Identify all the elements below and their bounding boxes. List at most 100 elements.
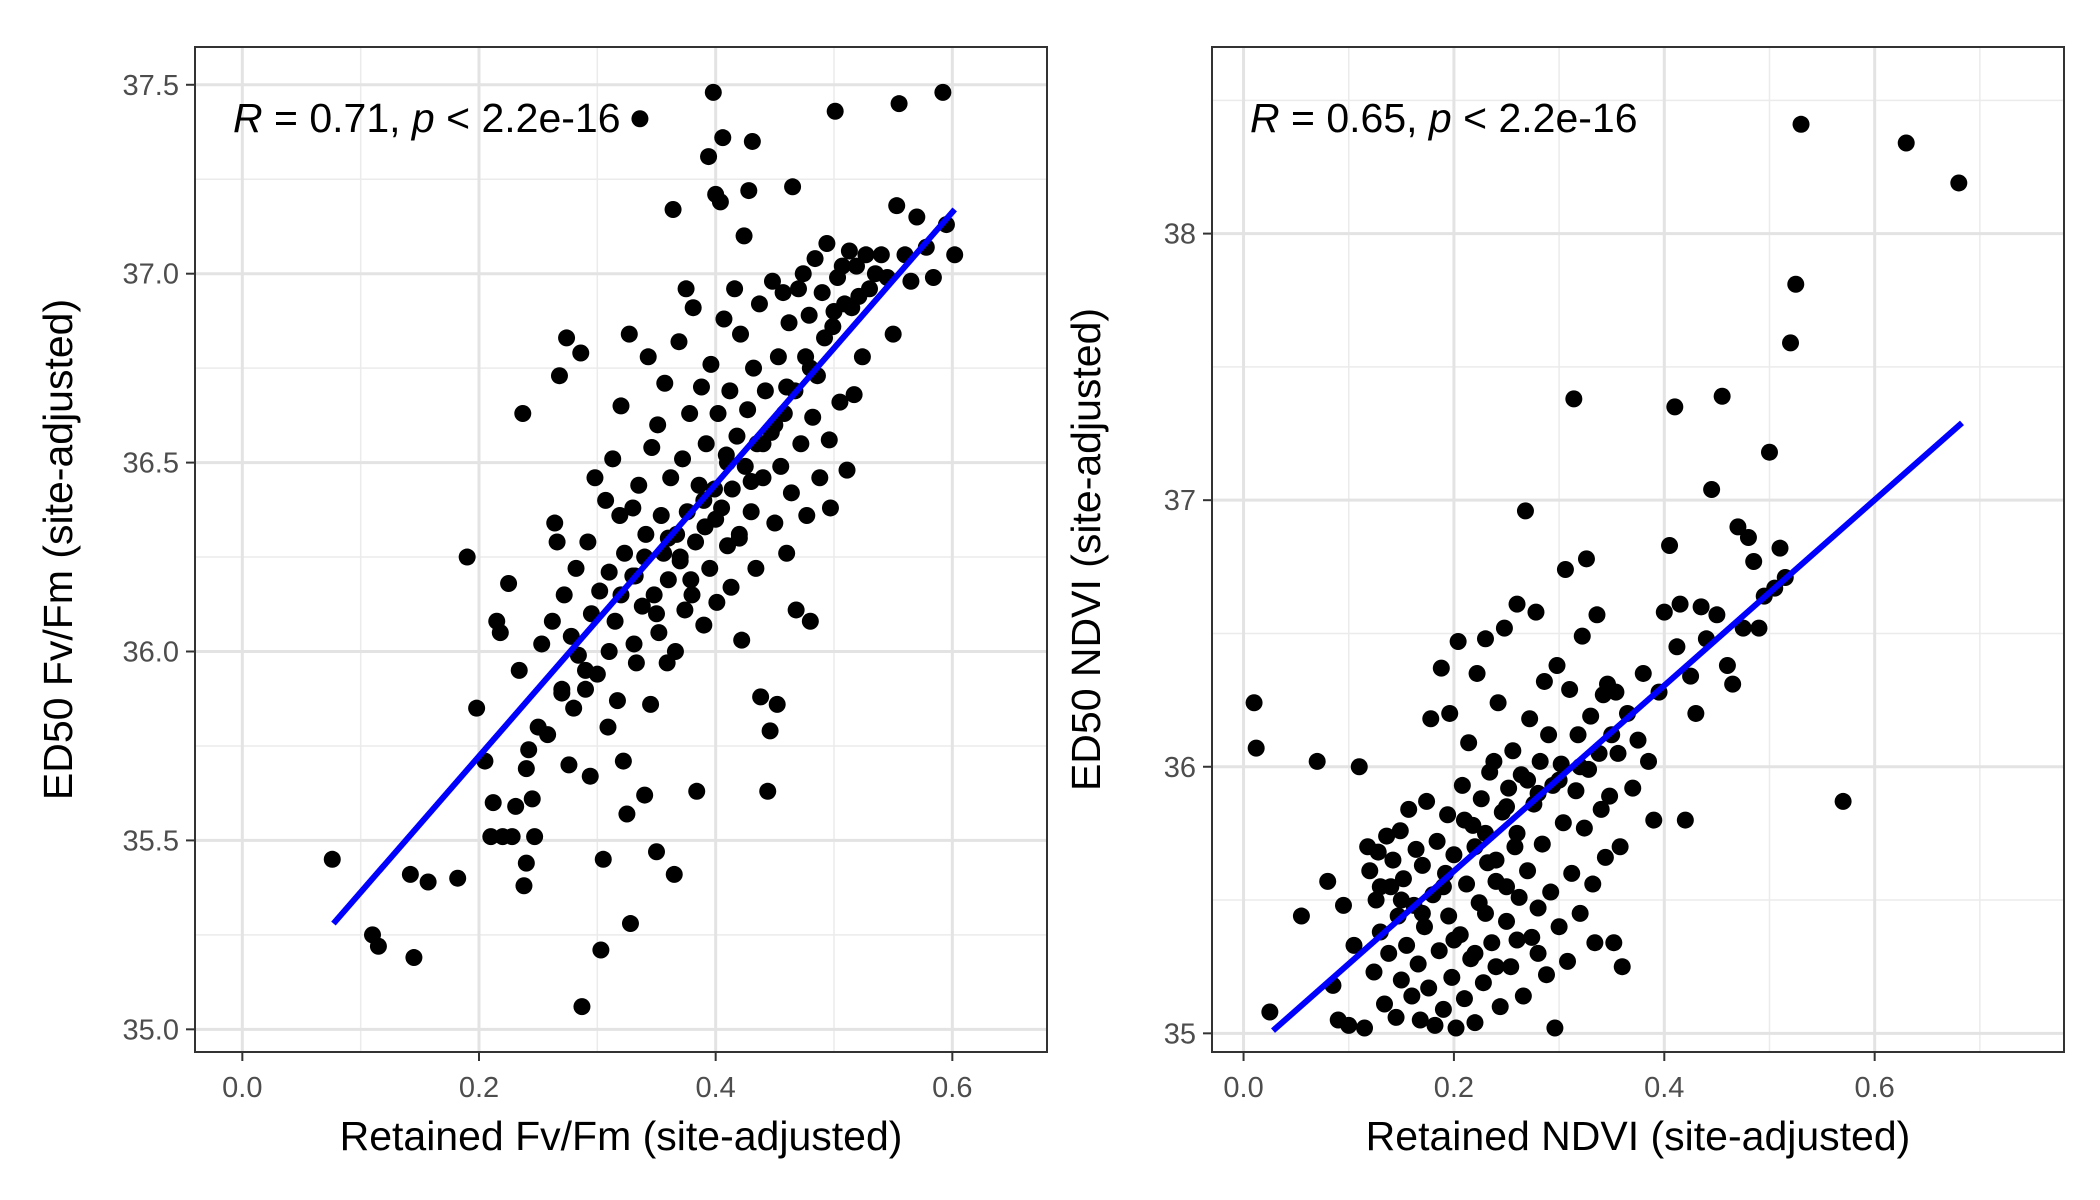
data-point bbox=[677, 280, 695, 298]
data-point bbox=[1537, 966, 1555, 984]
data-point bbox=[700, 148, 718, 166]
data-point bbox=[697, 435, 715, 453]
data-point bbox=[1476, 904, 1494, 922]
data-point bbox=[728, 427, 746, 445]
data-point bbox=[514, 404, 532, 422]
data-point bbox=[890, 95, 908, 113]
data-point bbox=[826, 102, 844, 120]
data-point bbox=[1428, 832, 1446, 850]
data-point bbox=[782, 484, 800, 502]
data-point bbox=[811, 469, 829, 487]
data-point bbox=[1950, 174, 1968, 192]
data-point bbox=[831, 393, 849, 411]
y-tick-label: 35.5 bbox=[123, 825, 179, 857]
data-point bbox=[562, 627, 580, 645]
data-point bbox=[643, 438, 661, 456]
data-point bbox=[1392, 891, 1410, 909]
data-point bbox=[1516, 502, 1534, 520]
data-point bbox=[838, 461, 856, 479]
y-tick-label: 37.0 bbox=[123, 259, 179, 291]
data-point bbox=[517, 854, 535, 872]
data-point bbox=[1498, 878, 1516, 896]
data-point bbox=[665, 865, 683, 883]
data-point bbox=[754, 435, 772, 453]
data-point bbox=[1750, 619, 1768, 637]
data-point bbox=[674, 450, 692, 468]
data-point bbox=[1713, 387, 1731, 405]
data-point bbox=[1449, 632, 1467, 650]
y-tick-label: 36.0 bbox=[123, 637, 179, 669]
data-point bbox=[1483, 934, 1501, 952]
data-point bbox=[1334, 896, 1352, 914]
data-point bbox=[652, 506, 670, 524]
data-point bbox=[517, 760, 535, 778]
data-point bbox=[1692, 598, 1710, 616]
data-point bbox=[853, 348, 871, 366]
data-point bbox=[1745, 552, 1763, 570]
data-point bbox=[1391, 822, 1409, 840]
data-point bbox=[683, 586, 701, 604]
data-point bbox=[1426, 1016, 1444, 1034]
data-point bbox=[1550, 918, 1568, 936]
data-point bbox=[649, 416, 667, 434]
data-point bbox=[1474, 974, 1492, 992]
data-point bbox=[627, 654, 645, 672]
data-point bbox=[695, 616, 713, 634]
data-point bbox=[1345, 936, 1363, 954]
panel-ndvi: 0.0 0.2 0.4 0.6 35 36 37 38 Retained NDVI (site-… bbox=[1063, 46, 2065, 1159]
data-point bbox=[529, 718, 547, 736]
data-point bbox=[648, 843, 665, 861]
data-point bbox=[745, 359, 763, 377]
data-point bbox=[507, 797, 525, 815]
data-point bbox=[681, 404, 699, 422]
data-point bbox=[1500, 779, 1518, 797]
data-point bbox=[1682, 667, 1700, 685]
data-point bbox=[591, 582, 609, 600]
r-value: = 0.71, bbox=[263, 95, 412, 141]
data-point bbox=[573, 998, 591, 1016]
data-point bbox=[1384, 851, 1402, 869]
panel-border bbox=[194, 46, 1048, 1053]
data-point bbox=[1439, 806, 1457, 824]
data-point bbox=[778, 544, 796, 562]
data-point bbox=[1453, 776, 1471, 794]
data-point bbox=[1666, 398, 1684, 416]
data-point bbox=[491, 624, 509, 642]
data-point bbox=[1476, 630, 1494, 648]
data-point bbox=[1624, 779, 1642, 797]
data-point bbox=[1455, 811, 1473, 829]
data-point bbox=[813, 284, 831, 302]
data-point bbox=[1834, 792, 1852, 810]
data-point bbox=[565, 699, 583, 717]
data-point bbox=[637, 525, 655, 543]
x-tick-label: 0.6 bbox=[932, 1072, 972, 1104]
data-point bbox=[606, 612, 624, 630]
data-point bbox=[798, 506, 816, 524]
data-point bbox=[1498, 798, 1516, 816]
data-point bbox=[884, 325, 902, 343]
correlation-annotation: R = 0.71, p < 2.2e-16 bbox=[233, 95, 621, 141]
data-point bbox=[801, 612, 819, 630]
data-point bbox=[1356, 1019, 1374, 1037]
data-point bbox=[704, 83, 722, 101]
data-point bbox=[597, 491, 615, 509]
data-point bbox=[1586, 934, 1604, 952]
data-point bbox=[1422, 710, 1440, 728]
data-point bbox=[1708, 606, 1726, 624]
data-point bbox=[1430, 942, 1448, 960]
data-point bbox=[766, 514, 784, 532]
data-point bbox=[550, 367, 568, 385]
x-tick-label: 0.6 bbox=[1855, 1072, 1895, 1104]
data-point bbox=[572, 344, 590, 362]
data-point bbox=[756, 382, 774, 400]
data-point bbox=[752, 688, 770, 706]
data-point bbox=[723, 480, 741, 498]
y-axis-title: ED50 Fv/Fm (site-adjusted) bbox=[35, 299, 81, 800]
data-point bbox=[1508, 931, 1526, 949]
data-point bbox=[1245, 694, 1263, 712]
data-point bbox=[614, 752, 632, 770]
data-point bbox=[612, 397, 630, 415]
data-point bbox=[608, 692, 626, 710]
